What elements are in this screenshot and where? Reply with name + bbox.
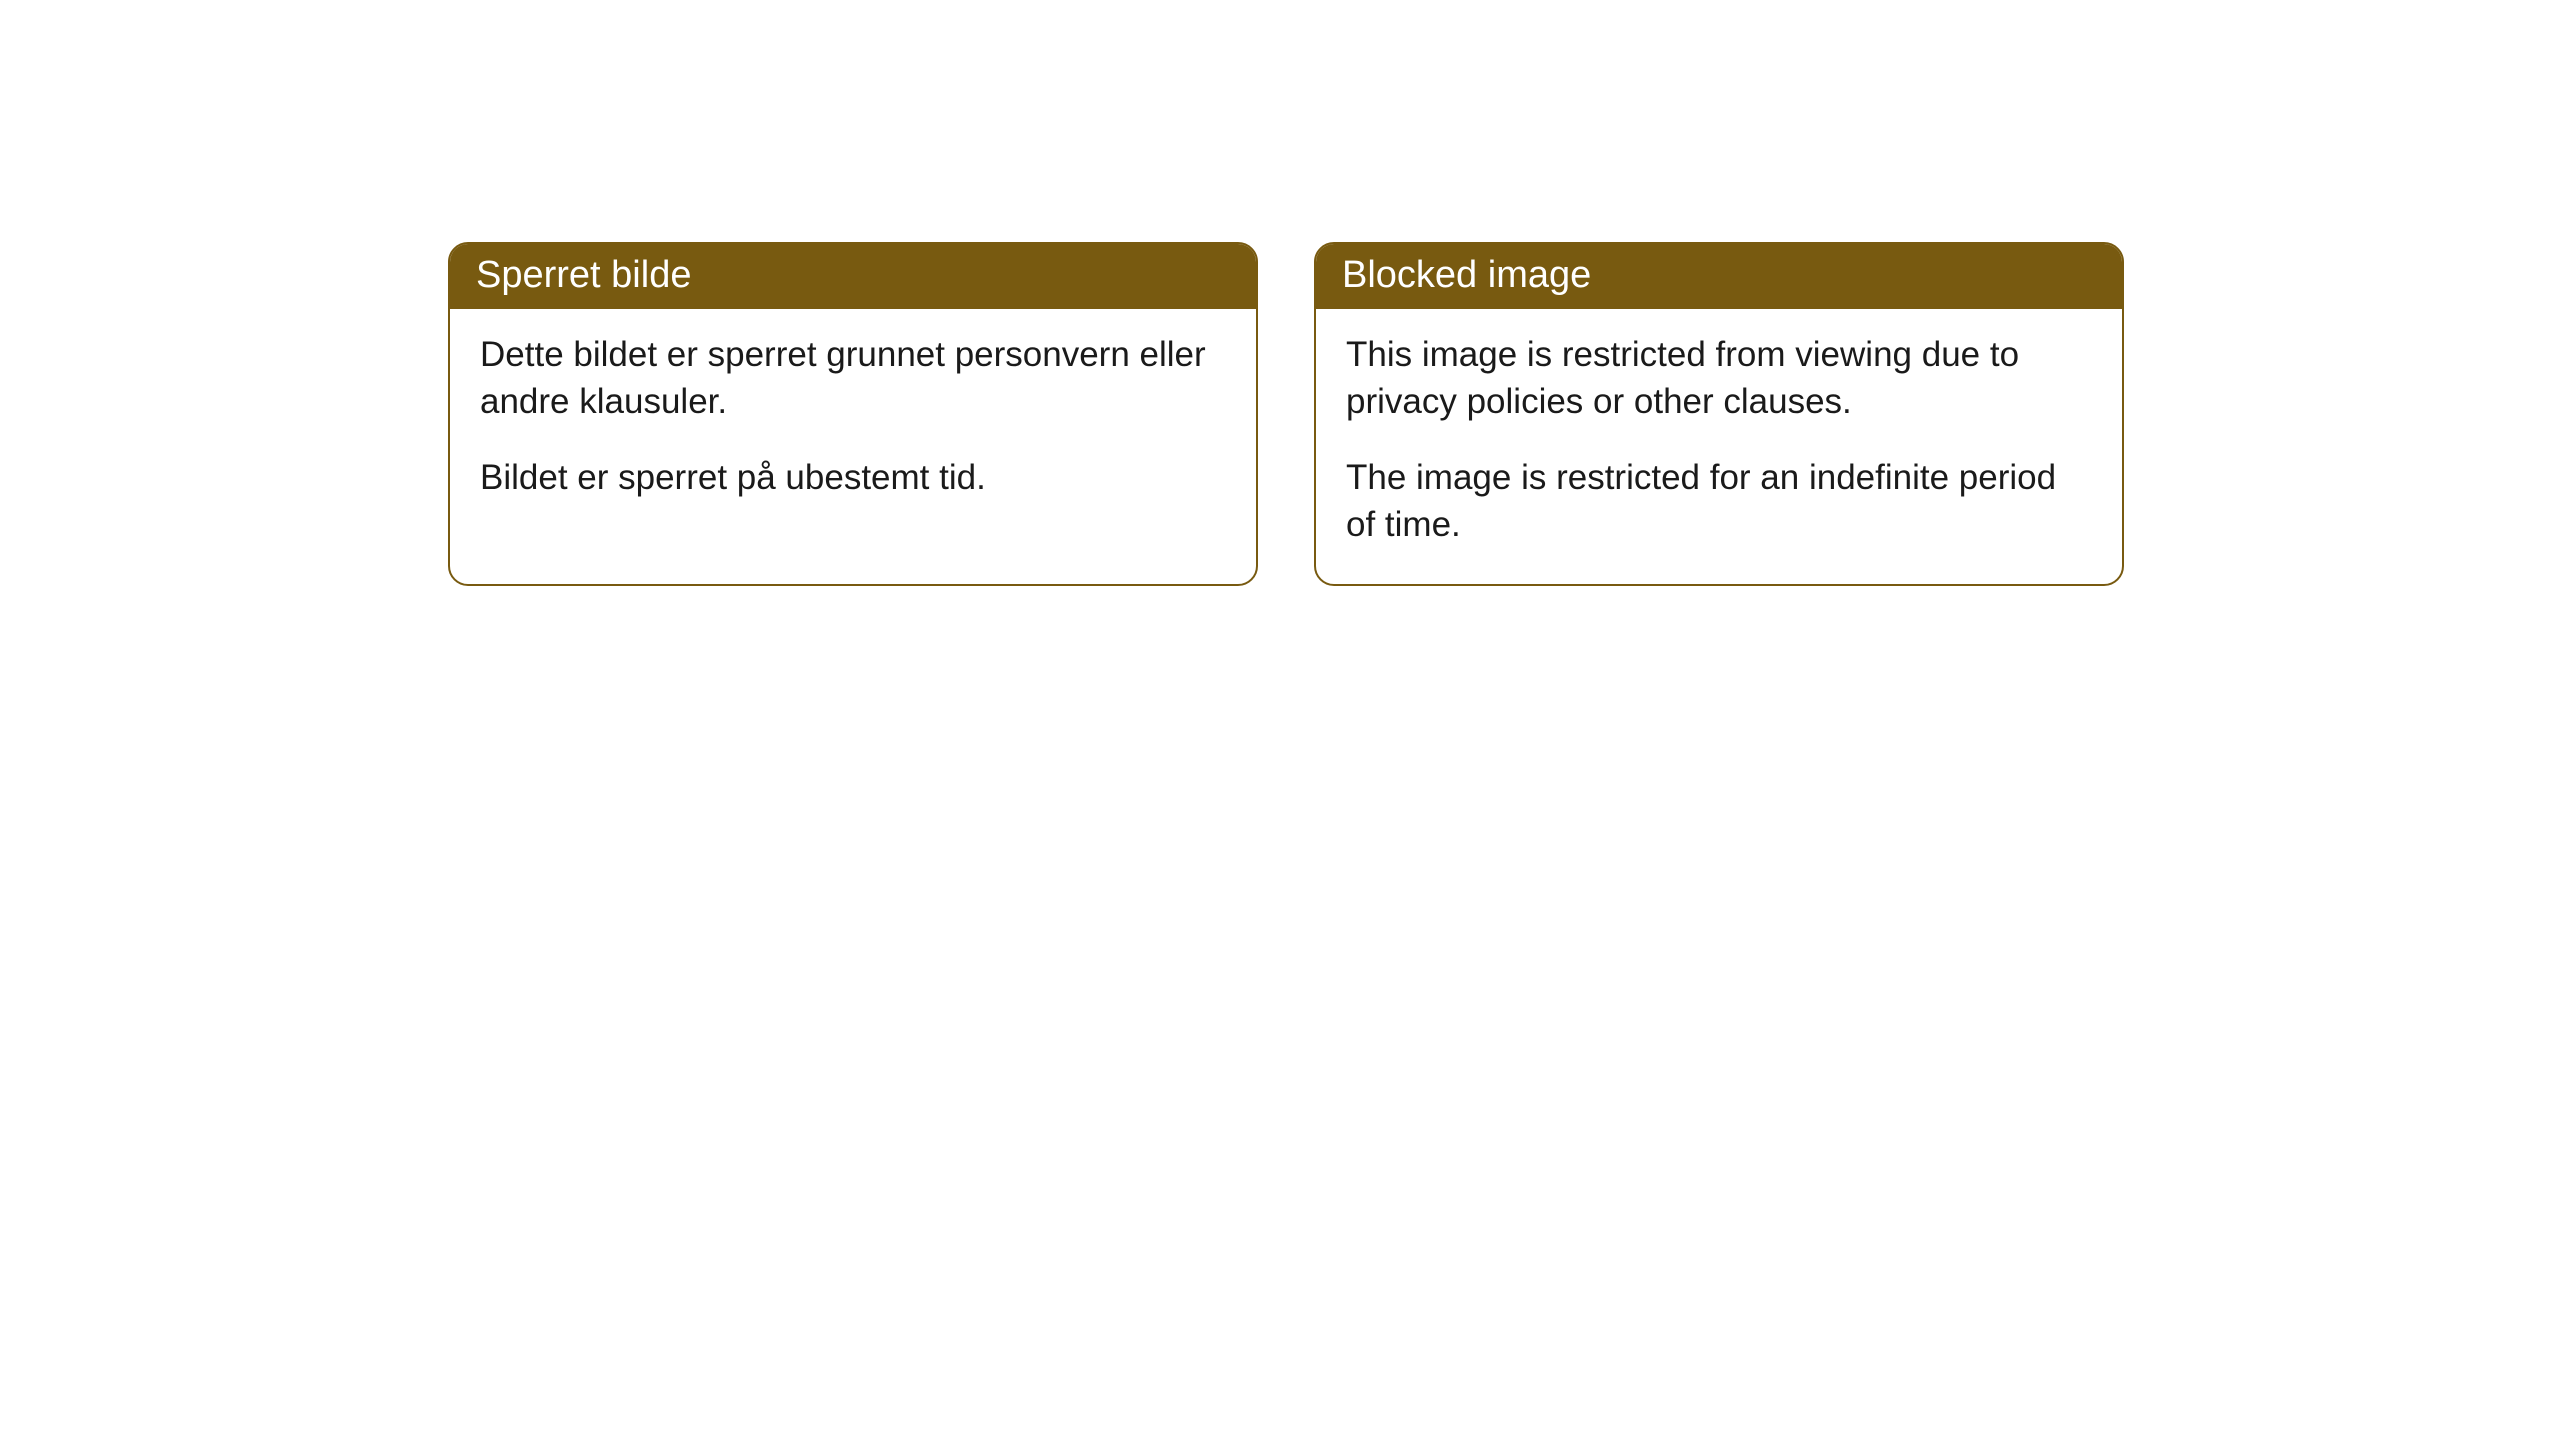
- card-header-no: Sperret bilde: [450, 244, 1256, 309]
- notice-cards-container: Sperret bilde Dette bildet er sperret gr…: [0, 0, 2560, 586]
- card-paragraph-2-no: Bildet er sperret på ubestemt tid.: [480, 454, 1226, 501]
- card-paragraph-2-en: The image is restricted for an indefinit…: [1346, 454, 2092, 549]
- blocked-image-card-no: Sperret bilde Dette bildet er sperret gr…: [448, 242, 1258, 586]
- card-paragraph-1-en: This image is restricted from viewing du…: [1346, 331, 2092, 426]
- card-paragraph-1-no: Dette bildet er sperret grunnet personve…: [480, 331, 1226, 426]
- blocked-image-card-en: Blocked image This image is restricted f…: [1314, 242, 2124, 586]
- card-header-en: Blocked image: [1316, 244, 2122, 309]
- card-body-en: This image is restricted from viewing du…: [1316, 309, 2122, 584]
- card-body-no: Dette bildet er sperret grunnet personve…: [450, 309, 1256, 537]
